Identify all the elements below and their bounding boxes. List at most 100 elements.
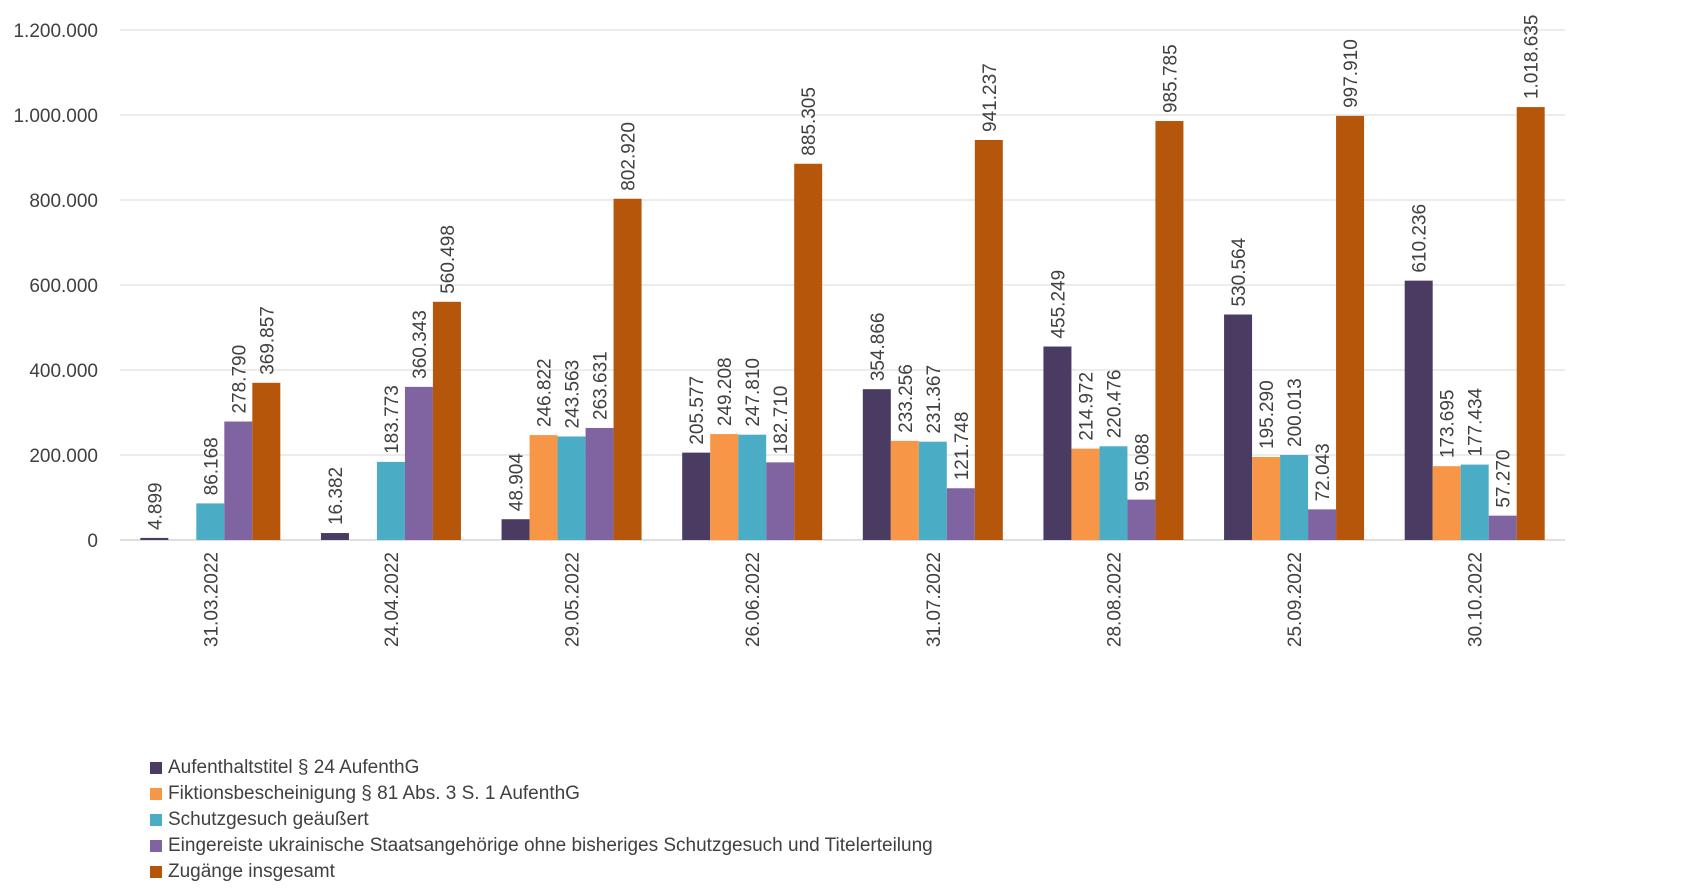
bar <box>1252 457 1281 540</box>
bars <box>140 107 1545 541</box>
data-label: 95.088 <box>1132 433 1153 491</box>
data-label: 200.013 <box>1285 378 1306 447</box>
data-label: 530.564 <box>1229 237 1250 306</box>
bar <box>252 382 281 540</box>
data-label: 183.773 <box>382 385 403 454</box>
bar <box>224 421 253 540</box>
legend-item: Eingereiste ukrainische Staatsangehörige… <box>150 833 933 859</box>
y-tick-label: 200.000 <box>29 446 98 467</box>
data-label: 247.810 <box>743 358 764 427</box>
x-tick-label: 24.04.2022 <box>382 552 403 647</box>
data-label: 233.256 <box>896 364 917 433</box>
data-label: 220.476 <box>1104 370 1125 439</box>
y-tick-label: 1.200.000 <box>13 21 98 42</box>
bar <box>1488 515 1517 540</box>
legend-label: Aufenthaltstitel § 24 AufenthG <box>168 757 420 778</box>
legend-label: Zugänge insgesamt <box>168 861 335 882</box>
data-label: 16.382 <box>326 467 347 525</box>
data-label: 246.822 <box>535 358 556 427</box>
data-label: 941.237 <box>980 63 1001 132</box>
data-label: 263.631 <box>591 351 612 420</box>
bar <box>1071 448 1100 540</box>
bar <box>1043 346 1072 540</box>
data-label: 177.434 <box>1466 387 1487 456</box>
legend-item: Zugänge insgesamt <box>150 859 933 885</box>
data-label: 610.236 <box>1410 204 1431 273</box>
gridlines <box>120 29 1565 541</box>
data-label: 1.018.635 <box>1522 15 1543 100</box>
data-label: 802.920 <box>619 122 640 191</box>
bar <box>1308 509 1337 540</box>
legend-label: Fiktionsbescheinigung § 81 Abs. 3 S. 1 A… <box>168 783 580 804</box>
data-label: 205.577 <box>687 376 708 445</box>
bar <box>613 198 642 540</box>
data-label: 57.270 <box>1494 450 1515 508</box>
x-tick-label: 28.08.2022 <box>1104 552 1125 647</box>
x-tick-label: 31.03.2022 <box>201 552 222 647</box>
y-tick-label: 800.000 <box>29 191 98 212</box>
legend-swatch <box>150 866 162 878</box>
bar <box>974 139 1003 540</box>
legend-item: Aufenthaltstitel § 24 AufenthG <box>150 755 933 781</box>
data-label: 4.899 <box>145 482 166 530</box>
data-label: 231.367 <box>924 365 945 434</box>
data-label: 195.290 <box>1257 380 1278 449</box>
bar <box>738 434 767 540</box>
bar <box>1280 454 1309 540</box>
bar <box>432 301 461 540</box>
y-axis-tick-labels: 0 200.000 400.000 600.000 800.000 1.000.000 1.… <box>13 21 98 552</box>
bar <box>1460 464 1489 540</box>
legend-item: Fiktionsbescheinigung § 81 Abs. 3 S. 1 A… <box>150 781 933 807</box>
y-tick-label: 0 <box>87 531 98 552</box>
data-label: 72.043 <box>1313 443 1334 501</box>
legend-swatch <box>150 762 162 774</box>
x-tick-label: 30.10.2022 <box>1466 552 1487 647</box>
bar <box>1404 280 1433 540</box>
bar <box>918 441 947 540</box>
data-label: 243.563 <box>563 360 584 429</box>
bar <box>946 488 975 540</box>
x-tick-label: 25.09.2022 <box>1285 552 1306 647</box>
data-label: 121.748 <box>952 412 973 481</box>
y-tick-label: 400.000 <box>29 361 98 382</box>
data-label: 985.785 <box>1160 44 1181 113</box>
x-tick-label: 29.05.2022 <box>563 552 584 647</box>
data-label: 278.790 <box>229 345 250 414</box>
bar <box>1224 314 1253 540</box>
data-label: 885.305 <box>799 87 820 156</box>
legend-swatch <box>150 788 162 800</box>
data-label: 214.972 <box>1076 372 1097 441</box>
bar <box>557 436 586 540</box>
data-label: 354.866 <box>868 312 889 381</box>
bar <box>196 503 225 540</box>
bar <box>1432 466 1461 540</box>
legend-label: Eingereiste ukrainische Staatsangehörige… <box>168 835 933 856</box>
data-label: 455.249 <box>1048 270 1069 339</box>
data-label: 360.343 <box>410 310 431 379</box>
x-axis-tick-labels: 31.03.2022 24.04.2022 29.05.2022 26.06.2022… <box>201 552 1486 647</box>
data-label: 997.910 <box>1341 39 1362 108</box>
data-label: 48.904 <box>507 453 528 512</box>
legend-swatch <box>150 814 162 826</box>
x-tick-label: 26.06.2022 <box>743 552 764 647</box>
bar <box>794 163 823 541</box>
bar <box>862 389 891 540</box>
data-label: 86.168 <box>201 437 222 495</box>
y-tick-label: 1.000.000 <box>13 106 98 127</box>
data-label: 173.695 <box>1438 389 1459 458</box>
bar <box>140 537 169 540</box>
data-label: 560.498 <box>438 225 459 294</box>
y-tick-label: 600.000 <box>29 276 98 297</box>
data-label: 249.208 <box>715 357 736 426</box>
bar <box>1127 499 1156 540</box>
data-labels: 4.899 16.382 48.904 205.577 354.866 455.249 53… <box>145 15 1542 530</box>
data-label: 182.710 <box>771 386 792 455</box>
bar <box>529 435 558 540</box>
legend-item: Schutzgesuch geäußert <box>150 807 933 833</box>
bar <box>890 440 919 540</box>
legend-label: Schutzgesuch geäußert <box>168 809 369 830</box>
bar <box>320 533 349 540</box>
bar <box>682 452 711 540</box>
